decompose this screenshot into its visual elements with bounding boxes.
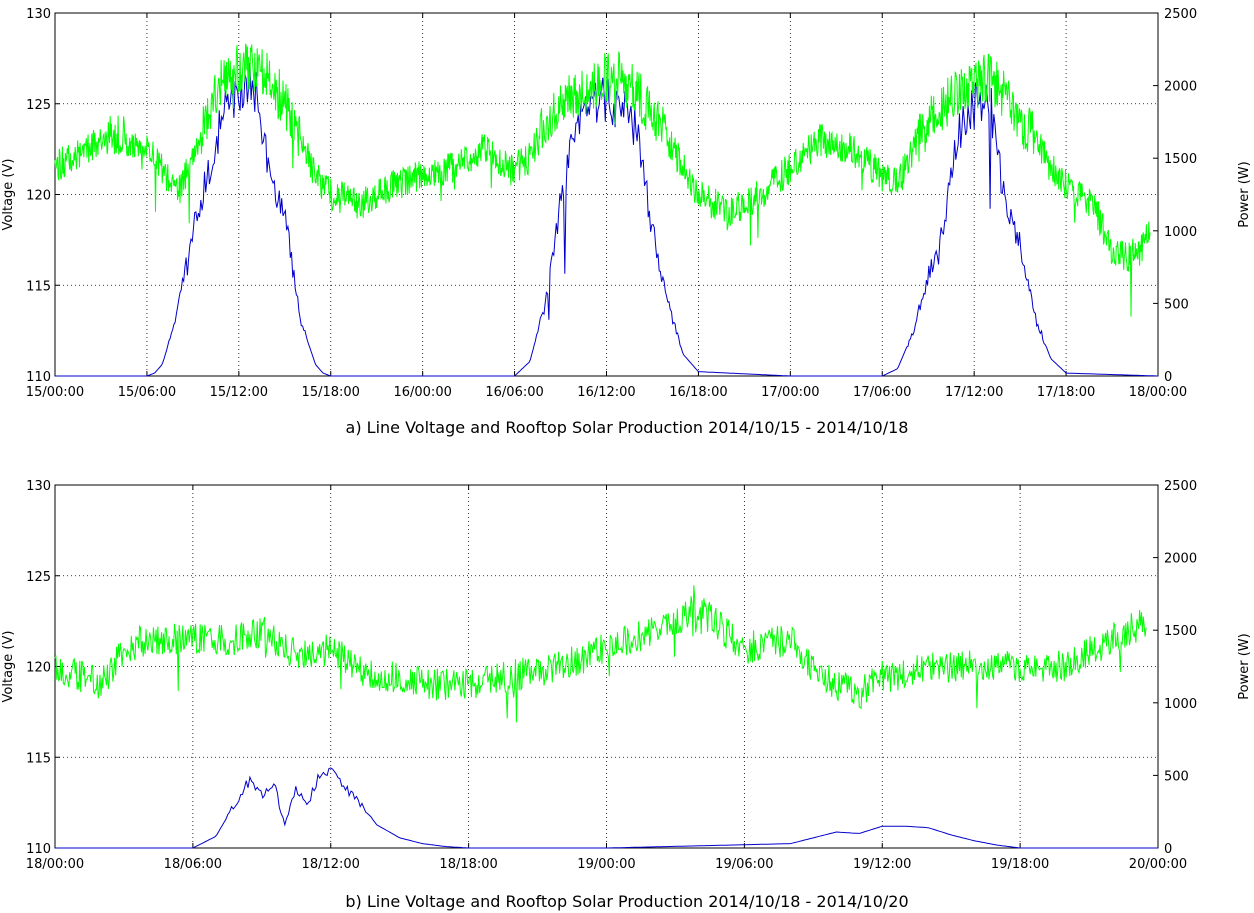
y-tick-label: 130 (26, 7, 51, 22)
x-tick-label: 15/12:00 (210, 385, 268, 400)
x-tick-label: 15/00:00 (26, 385, 84, 400)
x-tick-label: 17/12:00 (945, 385, 1003, 400)
y-axis-label: Voltage (V) (1, 631, 16, 703)
y-tick-label: 120 (26, 189, 51, 204)
voltage-series-line (54, 43, 1151, 317)
x-tick-label: 19/06:00 (715, 857, 773, 872)
x-tick-label: 15/18:00 (302, 385, 360, 400)
x-tick-label: 16/00:00 (393, 385, 451, 400)
y2-tick-label: 1500 (1164, 624, 1197, 639)
voltage-series-line (54, 585, 1147, 723)
x-tick-label: 16/18:00 (669, 385, 727, 400)
y-tick-label: 125 (26, 570, 51, 585)
y-tick-label: 110 (26, 370, 51, 385)
x-tick-label: 19/12:00 (853, 857, 911, 872)
x-tick-label: 16/06:00 (485, 385, 543, 400)
y2-tick-label: 0 (1164, 842, 1172, 857)
y2-tick-label: 500 (1164, 297, 1189, 312)
chart-a: 15/00:00 15/06:00 15/12:00 15/18:00 16/00:00… (1, 7, 1252, 400)
y2-tick-label: 1000 (1164, 225, 1197, 240)
x-tick-label: 19/00:00 (577, 857, 635, 872)
y2-tick-label: 500 (1164, 769, 1189, 784)
y-tick-label: 115 (26, 279, 51, 294)
x-tick-label: 18/12:00 (302, 857, 360, 872)
x-tick-label: 18/18:00 (439, 857, 497, 872)
y-tick-label: 120 (26, 661, 51, 676)
y2-tick-label: 2000 (1164, 552, 1197, 567)
x-tick-label: 17/00:00 (761, 385, 819, 400)
y2-tick-label: 0 (1164, 370, 1172, 385)
x-tick-label: 20/00:00 (1129, 857, 1187, 872)
x-tick-label: 18/00:00 (1129, 385, 1187, 400)
y-tick-label: 110 (26, 842, 51, 857)
y2-tick-label: 1000 (1164, 697, 1197, 712)
x-tick-label: 18/00:00 (26, 857, 84, 872)
chart-b: 18/00:00 18/06:00 18/12:00 18/18:00 19/00:00… (1, 479, 1252, 872)
y2-tick-label: 2500 (1164, 7, 1197, 22)
y2-axis-label: Power (W) (1237, 161, 1252, 227)
y-tick-label: 115 (26, 751, 51, 766)
y-axis-label: Voltage (V) (1, 159, 16, 231)
power-series-line (55, 767, 1158, 849)
y-tick-label: 130 (26, 479, 51, 494)
x-tick-label: 17/18:00 (1037, 385, 1095, 400)
y2-tick-label: 1500 (1164, 152, 1197, 167)
y2-axis-label: Power (W) (1237, 633, 1252, 699)
x-tick-label: 17/06:00 (853, 385, 911, 400)
caption-a: a) Line Voltage and Rooftop Solar Produc… (345, 418, 909, 437)
y2-tick-label: 2500 (1164, 479, 1197, 494)
x-tick-label: 18/06:00 (164, 857, 222, 872)
y2-tick-label: 2000 (1164, 80, 1197, 95)
x-tick-label: 16/12:00 (577, 385, 635, 400)
y-tick-label: 125 (26, 98, 51, 113)
x-tick-label: 19/18:00 (991, 857, 1049, 872)
x-tick-label: 15/06:00 (118, 385, 176, 400)
caption-b: b) Line Voltage and Rooftop Solar Produc… (345, 892, 909, 911)
